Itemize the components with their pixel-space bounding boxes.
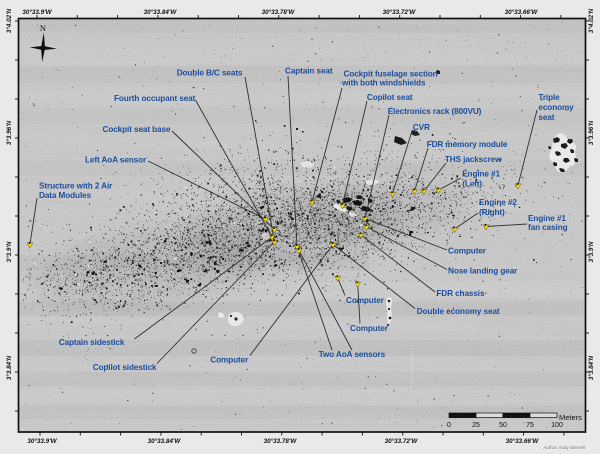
svg-text:Computer: Computer — [350, 324, 389, 333]
svg-text:75: 75 — [526, 422, 534, 429]
svg-text:3°3.96'N: 3°3.96'N — [587, 120, 595, 145]
svg-text:Cockpit seat base: Cockpit seat base — [103, 125, 171, 134]
svg-text:Fourth occupant seat: Fourth occupant seat — [114, 94, 196, 103]
svg-text:30°33.66'W: 30°33.66'W — [505, 8, 539, 16]
svg-text:Computer: Computer — [210, 356, 249, 365]
svg-text:Double economy seat: Double economy seat — [417, 307, 500, 316]
svg-text:Computer: Computer — [448, 247, 487, 256]
svg-text:30°33.78'W: 30°33.78'W — [264, 437, 298, 445]
svg-text:3°3.9'N: 3°3.9'N — [5, 241, 13, 262]
svg-text:30°33.72'W: 30°33.72'W — [383, 8, 417, 16]
svg-text:Left AoA sensor: Left AoA sensor — [85, 155, 147, 164]
svg-text:seat: seat — [538, 113, 554, 122]
svg-text:fan casing: fan casing — [528, 223, 568, 232]
svg-text:3°4.02'N: 3°4.02'N — [5, 8, 13, 33]
svg-text:Structure with 2 Air: Structure with 2 Air — [39, 182, 113, 191]
svg-text:Two AoA sensors: Two AoA sensors — [319, 350, 386, 359]
svg-text:FDR memory module: FDR memory module — [427, 140, 508, 149]
svg-text:Double B/C seats: Double B/C seats — [177, 69, 243, 78]
svg-text:Engine #1: Engine #1 — [462, 169, 500, 178]
svg-text:Meters: Meters — [559, 413, 582, 422]
svg-text:30°33.9'W: 30°33.9'W — [22, 8, 52, 16]
svg-text:30°33.72'W: 30°33.72'W — [385, 437, 419, 445]
svg-text:Data Modules: Data Modules — [39, 191, 92, 200]
svg-text:(Right): (Right) — [479, 208, 505, 217]
svg-text:Nose landing gear: Nose landing gear — [448, 267, 518, 276]
svg-text:Captain sidestick: Captain sidestick — [59, 338, 125, 347]
svg-text:Captain seat: Captain seat — [285, 66, 333, 75]
svg-text:Copilot sidestick: Copilot sidestick — [93, 363, 157, 372]
svg-text:Copilot seat: Copilot seat — [367, 93, 413, 102]
svg-text:Electronics rack (800VU): Electronics rack (800VU) — [388, 107, 482, 116]
svg-text:economy: economy — [538, 103, 574, 112]
svg-text:3°4.02'N: 3°4.02'N — [587, 8, 595, 33]
svg-text:(Left): (Left) — [462, 179, 482, 188]
svg-text:FDR chassis: FDR chassis — [436, 289, 485, 298]
svg-text:3°3.84'N: 3°3.84'N — [587, 355, 595, 380]
svg-text:0: 0 — [447, 422, 451, 429]
svg-text:Engine #1: Engine #1 — [528, 214, 566, 223]
svg-text:Engine #2: Engine #2 — [479, 198, 517, 207]
svg-text:3°3.84'N: 3°3.84'N — [5, 355, 13, 380]
svg-text:Computer: Computer — [346, 296, 385, 305]
svg-text:CVR: CVR — [413, 123, 430, 132]
svg-text:30°33.84'W: 30°33.84'W — [148, 437, 182, 445]
svg-text:N: N — [40, 23, 46, 33]
svg-text:30°33.78'W: 30°33.78'W — [262, 8, 296, 16]
svg-text:100: 100 — [551, 422, 563, 429]
svg-text:Triple: Triple — [538, 93, 560, 102]
svg-text:3°3.9'N: 3°3.9'N — [587, 241, 595, 262]
svg-text:with both windshields: with both windshields — [341, 79, 426, 88]
svg-text:THS jackscrew: THS jackscrew — [445, 155, 502, 164]
svg-text:25: 25 — [472, 422, 480, 429]
svg-text:50: 50 — [499, 422, 507, 429]
svg-text:30°33.66'W: 30°33.66'W — [506, 437, 540, 445]
svg-text:30°33.9'W: 30°33.9'W — [27, 437, 57, 445]
svg-text:Author: Andy Sherrell: Author: Andy Sherrell — [544, 445, 586, 450]
svg-text:30°33.84'W: 30°33.84'W — [144, 8, 178, 16]
svg-text:3°3.96'N: 3°3.96'N — [5, 120, 13, 145]
svg-text:Cockpit fuselage section: Cockpit fuselage section — [344, 70, 438, 79]
